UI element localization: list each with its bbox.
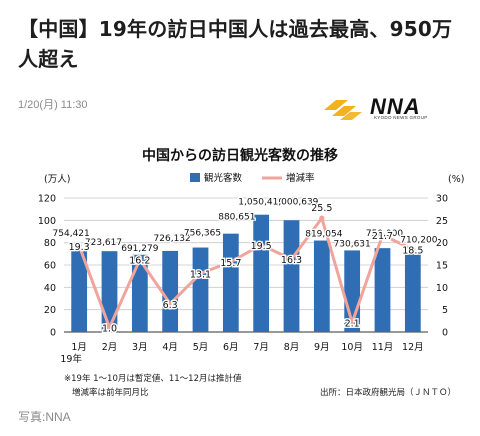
bar-value-label: 691,279 [121, 244, 158, 254]
bar-value-label: 723,617 [85, 238, 122, 248]
x-tick: 11月 [372, 342, 394, 353]
line-layer [76, 215, 416, 331]
y-right-tick: 30 [436, 194, 448, 205]
y-left-tick: 60 [44, 261, 56, 272]
x-tick: 1月 [71, 342, 87, 353]
chart-legend: 観光客数 増減率 [190, 172, 315, 184]
rate-value-label: 13.1 [190, 269, 211, 280]
chart-container: 中国からの訪日観光客数の推移 観光客数 増減率 (万人) (%) 0 20 40 60… [0, 138, 480, 406]
legend-bar-swatch [190, 173, 200, 182]
logo-wordmark: NNA [370, 94, 421, 119]
rate-line [77, 216, 414, 330]
bar [374, 248, 391, 332]
bar [71, 247, 88, 332]
bar-value-label: 754,421 [53, 229, 90, 239]
bar-value-label: 710,200 [400, 236, 437, 246]
chart-note: ※19年 1～10月は暫定値、11～12月は推計値 [64, 373, 242, 384]
bar [131, 254, 148, 332]
bar-layer [71, 214, 421, 332]
rate-value-label: 18.5 [402, 245, 423, 256]
rate-value-label: 19.3 [69, 242, 90, 253]
y-left-tick: 40 [44, 283, 56, 294]
bar-value-label: 750,900 [366, 229, 403, 239]
bar-value-label: 730,631 [334, 239, 371, 249]
article-date: 1/20(月) 11:30 [18, 99, 88, 111]
bar-value-label: 880,651 [218, 213, 255, 223]
rate-point [76, 243, 82, 249]
x-tick: 8月 [284, 342, 300, 353]
photo-credit: 写真:NNA [18, 410, 71, 424]
bar [404, 252, 421, 332]
y-left-unit: (万人) [44, 174, 70, 185]
x-tick: 4月 [162, 342, 178, 353]
rate-point [167, 301, 173, 307]
grid-layer [64, 197, 428, 333]
rate-value-label: 19.5 [251, 241, 272, 252]
x-tick: 2月 [102, 342, 118, 353]
rate-point [228, 259, 234, 265]
rate-point [258, 242, 264, 248]
rate-value-label: 25.5 [311, 203, 332, 214]
x-tick: 10月 [341, 342, 363, 353]
x-tick: 3月 [132, 342, 148, 353]
x-sub-label: 19年 [60, 353, 82, 365]
rate-point [137, 257, 143, 263]
rate-point [379, 232, 386, 238]
bar-value-label: 726,132 [154, 234, 191, 244]
bar [101, 251, 118, 332]
y-right-unit: (%) [448, 174, 464, 185]
y-left-tick: 0 [50, 328, 56, 339]
y-right-tick: 25 [436, 216, 448, 227]
legend-line-label: 増減率 [286, 172, 315, 184]
bar-value-label: 1,000,639 [273, 197, 319, 207]
bar [253, 214, 270, 332]
visitor-chart: 中国からの訪日観光客数の推移 観光客数 増減率 (万人) (%) 0 20 40 60… [0, 138, 480, 406]
article-headline: 【中国】19年の訪日中国人は過去最高、950万人超え [18, 17, 453, 71]
rate-value-label: 15.7 [220, 258, 241, 269]
bar [313, 240, 330, 332]
y-left-tick: 120 [38, 194, 56, 205]
rate-point [288, 256, 295, 262]
chart-source: 出所：日本政府観光局（ＪＮＴＯ） [320, 387, 456, 398]
tick-layer: 0 20 40 60 80 100 120 0 5 10 15 20 25 30 1月 2月 3月 4月 5月 6月 7… [38, 194, 448, 366]
chart-title: 中国からの訪日観光客数の推移 [142, 147, 338, 164]
rate-point [106, 324, 113, 331]
bar [222, 233, 239, 332]
rate-point [319, 215, 325, 221]
x-tick: 9月 [314, 342, 330, 353]
y-left-tick: 80 [44, 238, 56, 249]
bar [283, 220, 300, 332]
legend-bar-label: 観光客数 [204, 172, 243, 184]
chart-note: 増減率は前年同月比 [72, 387, 149, 398]
rate-point [349, 320, 355, 326]
x-tick: 12月 [402, 342, 424, 353]
rate-value-label: 1.0 [102, 324, 117, 335]
y-right-tick: 5 [442, 305, 448, 316]
rate-point [410, 246, 416, 252]
rate-value-label: 21.7 [372, 231, 393, 242]
nna-logo: NNA KYODO NEWS GROUP [322, 94, 472, 122]
y-left-tick: 100 [38, 216, 56, 227]
y-right-tick: 10 [436, 283, 448, 294]
bar-value-label: 756,365 [184, 229, 221, 239]
x-tick: 5月 [193, 342, 209, 353]
nna-logo-icon [324, 100, 362, 120]
rate-value-label: 16.2 [129, 256, 150, 267]
y-left-tick: 20 [44, 305, 56, 316]
bar [162, 250, 179, 332]
x-tick: 6月 [223, 342, 239, 353]
rate-point [197, 270, 204, 277]
rate-value-label: 16.3 [281, 255, 302, 266]
bar [192, 247, 209, 332]
x-tick: 7月 [253, 342, 269, 353]
rate-value-label: 6.3 [163, 300, 178, 311]
logo-subtitle: KYODO NEWS GROUP [374, 115, 428, 120]
bar-value-label: 1,050,420 [238, 198, 284, 208]
y-right-tick: 15 [436, 261, 448, 272]
y-right-tick: 0 [442, 328, 448, 339]
bar-value-label: 819,054 [305, 230, 342, 240]
rate-value-label: 2.1 [345, 319, 360, 330]
y-right-tick: 20 [436, 238, 448, 249]
